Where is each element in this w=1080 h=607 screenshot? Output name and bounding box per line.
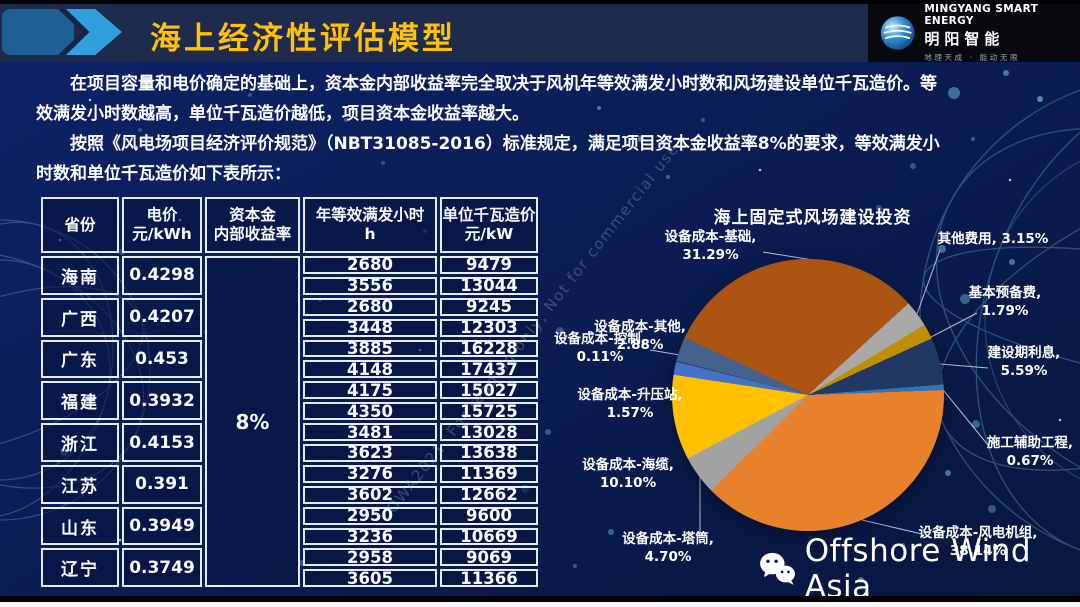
hours-cell: 3448 <box>303 318 437 337</box>
column-header: 单位千瓦造价 元/kW <box>440 197 538 253</box>
province-cell: 山东 <box>41 506 119 546</box>
logo-text: MINGYANG SMART ENERGY 明阳智能 地理天成 · 能动无限 <box>924 3 1080 63</box>
pie-label: 设备成本-风电机组, 38.14% <box>918 525 1038 559</box>
logo-panel: MINGYANG SMART ENERGY 明阳智能 地理天成 · 能动无限 <box>868 3 1080 63</box>
mingyang-globe-icon <box>880 16 915 50</box>
irr-cell: 8% <box>205 256 300 588</box>
pie-label: 设备成本-塔筒, 4.70% <box>622 531 714 565</box>
cost-cell: 12662 <box>440 485 538 504</box>
pie-label: 设备成本-其他, 2.88% <box>594 319 686 353</box>
leader-line <box>861 519 923 535</box>
column-header: 资本金 内部收益率 <box>205 197 300 253</box>
hours-cell: 2950 <box>303 506 437 525</box>
cost-cell: 15027 <box>440 381 538 400</box>
hours-cell: 2958 <box>303 548 437 567</box>
price-cell: 0.3932 <box>122 381 202 421</box>
leader-line <box>939 363 989 369</box>
province-cell: 浙江 <box>41 423 119 462</box>
province-cell: 广东 <box>41 339 119 379</box>
leader-line <box>930 312 978 338</box>
price-cell: 0.4207 <box>122 297 202 337</box>
brand-watermark: Offshore Wind Asia <box>756 533 1080 605</box>
pie-chart-title: 海上固定式风场建设投资 <box>713 208 912 228</box>
hours-cell: 4148 <box>303 360 437 379</box>
column-header: 年等效满发小时 h <box>303 197 437 253</box>
pie-label: 设备成本-基础, 31.29% <box>664 229 757 263</box>
cost-cell: 17437 <box>440 360 538 379</box>
bottom-strip-white <box>0 602 1080 607</box>
hours-cell: 3885 <box>303 339 437 358</box>
cost-cell: 16228 <box>440 339 538 358</box>
top-strip <box>0 0 1080 4</box>
cost-cell: 11369 <box>440 464 538 483</box>
cost-cell: 15725 <box>440 402 538 421</box>
wechat-icon <box>760 552 795 585</box>
province-cell: 福建 <box>41 381 119 421</box>
hours-cell: 4350 <box>303 402 437 421</box>
price-cell: 0.391 <box>122 464 202 504</box>
intro-paragraph-1: 在项目容量和电价确定的基础上，资本金内部收益率完全取决于风机年等效满发小时数和风… <box>36 74 937 124</box>
pie-label: 设备成本-控制, 0.11% <box>554 331 646 365</box>
hours-cell: 3623 <box>303 443 437 462</box>
bottom-strip-black <box>0 596 1080 602</box>
pie-label: 施工辅助工程, 0.67% <box>986 435 1074 469</box>
cost-cell: 10669 <box>440 527 538 546</box>
province-cell: 广西 <box>41 297 119 337</box>
logo-name-en: MINGYANG SMART ENERGY <box>924 3 1039 27</box>
cost-cell: 13044 <box>440 276 538 295</box>
logo-slogan: 地理天成 · 能动无限 <box>924 53 1021 62</box>
pie-label: 设备成本-升压站, 1.57% <box>577 387 683 421</box>
hours-cell: 3276 <box>303 464 437 483</box>
column-header: 电价 元/kWh <box>122 197 202 253</box>
pie-label: 其他费用, 3.15% <box>937 231 1049 247</box>
hours-cell: 3605 <box>303 569 437 588</box>
cost-cell: 9245 <box>440 297 538 316</box>
header-accent-rect <box>2 9 74 55</box>
cost-cell: 12303 <box>440 318 538 337</box>
pie-chart-section: 海上固定式风场建设投资 设备成本-基础, 31.29% 其他费用, 3.15% 基本预… <box>545 195 1080 600</box>
hours-cell: 2680 <box>303 255 437 274</box>
cost-cell: 9479 <box>440 255 538 274</box>
hours-cell: 4175 <box>303 381 437 400</box>
hours-cell: 3602 <box>303 485 437 504</box>
province-cell: 江苏 <box>41 464 119 504</box>
column-header: 省份 <box>41 197 119 253</box>
price-cell: 0.4153 <box>122 423 202 462</box>
cost-cell: 11366 <box>440 569 538 588</box>
pie-label: 设备成本-海缆, 10.10% <box>582 457 674 491</box>
price-cell: 0.3749 <box>122 548 202 588</box>
price-cell: 0.3949 <box>122 506 202 546</box>
hours-cell: 3556 <box>303 276 437 295</box>
cost-cell: 13028 <box>440 423 538 442</box>
cost-cell: 9069 <box>440 548 538 567</box>
price-cell: 0.4298 <box>122 256 202 295</box>
pie-label: 基本预备费, 1.79% <box>968 285 1042 319</box>
leader-line <box>916 249 941 315</box>
cost-cell: 13638 <box>440 443 538 462</box>
cost-cell: 9600 <box>440 506 538 525</box>
hours-cell: 3236 <box>303 527 437 546</box>
pie-chart <box>672 259 944 531</box>
intro-paragraph-2: 按照《风电场项目经济评价规范》（NBT31085-2016）标准规定，满足项目资… <box>36 133 940 184</box>
intro-text: 在项目容量和电价确定的基础上，资本金内部收益率完全取决于风机年等效满发小时数和风… <box>36 70 950 190</box>
page-title: 海上经济性评估模型 <box>150 21 456 57</box>
leader-line <box>943 390 989 446</box>
economics-table: 省份 电价 元/kWh 资本金 内部收益率 年等效满发小时 h 单位千瓦造价 元/kW 8% 海南 0… <box>41 197 538 588</box>
chevron-right-icon <box>66 9 122 55</box>
brand-watermark-text: Offshore Wind Asia <box>804 533 1032 605</box>
province-cell: 辽宁 <box>41 548 119 588</box>
pie-label: 建设期利息, 5.59% <box>987 345 1061 379</box>
hours-cell: 3481 <box>303 423 437 442</box>
province-cell: 海南 <box>41 256 119 295</box>
header-bar: 海上经济性评估模型 MINGYANG SMART ENERGY 明阳智能 地理天… <box>0 3 1080 63</box>
hours-cell: 2680 <box>303 297 437 316</box>
logo-name-cn: 明阳智能 <box>924 30 1005 48</box>
price-cell: 0.453 <box>122 339 202 379</box>
